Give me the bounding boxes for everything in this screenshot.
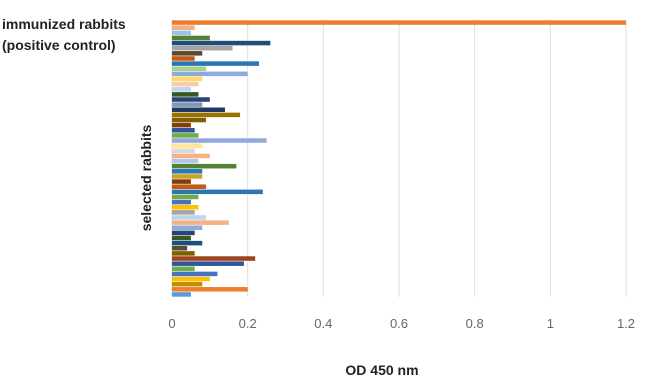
bar bbox=[172, 251, 195, 256]
bar bbox=[172, 292, 191, 297]
bar bbox=[172, 117, 207, 123]
bar bbox=[172, 71, 248, 77]
bar bbox=[172, 184, 207, 189]
bar bbox=[172, 20, 626, 25]
x-tick-labels: 0 0.2 0.4 0.6 0.8 1 1.2 bbox=[168, 316, 635, 331]
bar bbox=[172, 204, 199, 210]
bar bbox=[172, 266, 195, 272]
bar bbox=[172, 179, 191, 184]
bar bbox=[172, 30, 191, 36]
bar bbox=[172, 261, 244, 266]
bar bbox=[172, 138, 267, 143]
bar bbox=[172, 97, 210, 102]
annotation-line-1: immunized rabbits bbox=[2, 16, 126, 32]
bar bbox=[172, 56, 195, 61]
bar bbox=[172, 25, 195, 30]
bar bbox=[172, 112, 241, 118]
y-axis-label: selected rabbits bbox=[138, 124, 154, 231]
x-tick-label: 0 bbox=[168, 316, 175, 331]
bar bbox=[172, 61, 260, 66]
bar bbox=[172, 107, 225, 113]
bar bbox=[172, 128, 195, 133]
bar bbox=[172, 281, 203, 287]
bar bbox=[172, 35, 210, 41]
bars bbox=[172, 20, 626, 297]
bar bbox=[172, 246, 188, 251]
x-tick-label: 0.2 bbox=[239, 316, 257, 331]
x-tick-label: 1.2 bbox=[617, 316, 635, 331]
bar bbox=[172, 66, 207, 71]
bar bbox=[172, 163, 237, 169]
bar bbox=[172, 40, 271, 46]
x-tick-label: 0.8 bbox=[466, 316, 484, 331]
bar bbox=[172, 199, 191, 205]
bar bbox=[172, 153, 210, 159]
bar bbox=[172, 51, 203, 56]
bar bbox=[172, 158, 199, 164]
bar bbox=[172, 256, 256, 261]
bar bbox=[172, 81, 199, 87]
bar bbox=[172, 86, 191, 92]
bar bbox=[172, 240, 203, 246]
x-tick-label: 1 bbox=[547, 316, 554, 331]
x-tick-label: 0.6 bbox=[390, 316, 408, 331]
bar bbox=[172, 189, 263, 195]
bar bbox=[172, 287, 248, 292]
x-axis-label: OD 450 nm bbox=[345, 362, 418, 378]
bar bbox=[172, 133, 199, 138]
bar bbox=[172, 174, 203, 179]
bar bbox=[172, 76, 203, 82]
bar bbox=[172, 148, 195, 154]
bar bbox=[172, 220, 229, 225]
bar bbox=[172, 276, 210, 282]
bar bbox=[172, 194, 199, 200]
bar bbox=[172, 271, 218, 277]
bar bbox=[172, 215, 207, 220]
bar bbox=[172, 210, 195, 215]
gridlines bbox=[171, 20, 627, 297]
bar bbox=[172, 143, 203, 148]
bar bbox=[172, 230, 195, 236]
bar bbox=[172, 169, 203, 174]
bar bbox=[172, 225, 203, 231]
bar bbox=[172, 102, 203, 107]
bar bbox=[172, 45, 233, 51]
bar bbox=[172, 235, 191, 241]
bar bbox=[172, 92, 199, 97]
bar bbox=[172, 122, 191, 128]
x-tick-label: 0.4 bbox=[314, 316, 332, 331]
annotation-line-2: (positive control) bbox=[2, 37, 116, 53]
